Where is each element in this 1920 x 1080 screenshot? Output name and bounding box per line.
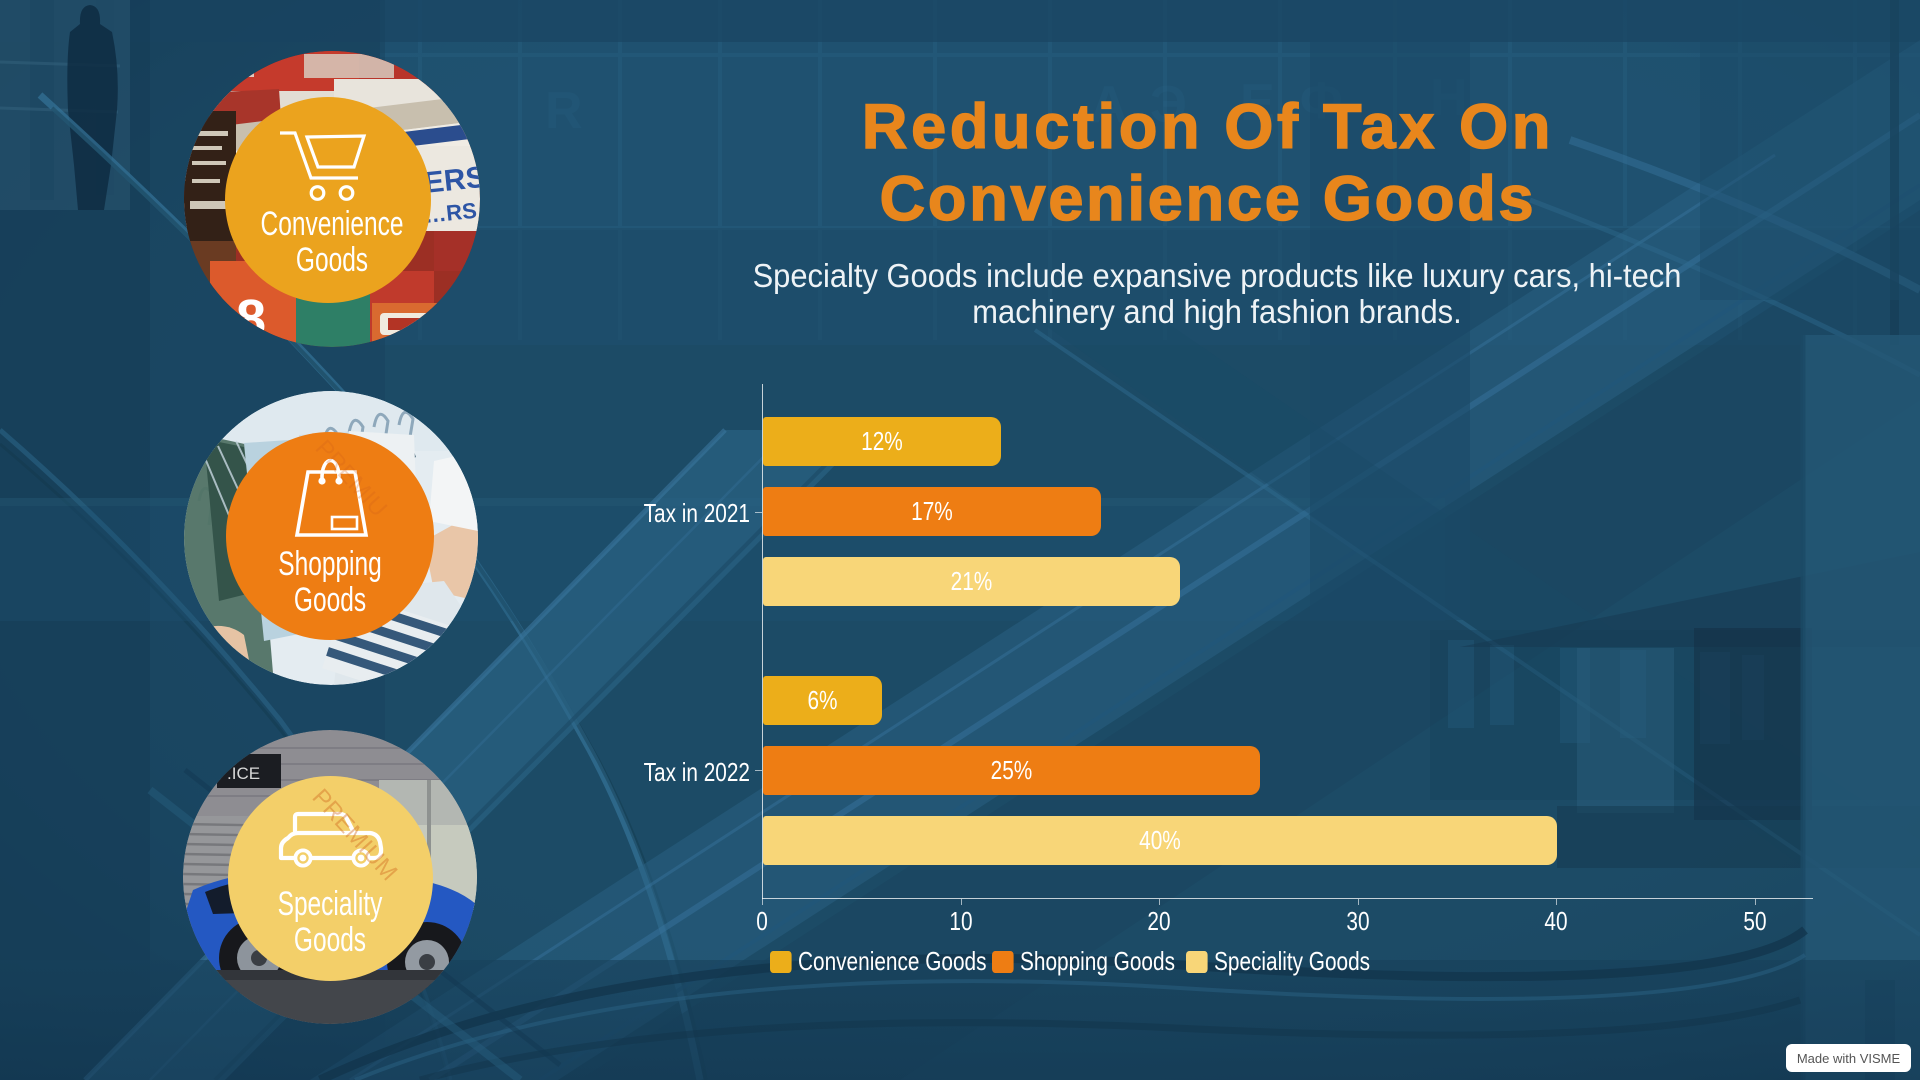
- svg-text:ERS: ERS: [422, 161, 480, 200]
- svg-text:.ICE: .ICE: [227, 764, 260, 783]
- svg-text:A: A: [1090, 76, 1128, 134]
- svg-text:R: R: [545, 82, 583, 140]
- svg-text:Ε: Ε: [1240, 74, 1275, 132]
- svg-text:…RS: …RS: [423, 198, 478, 228]
- svg-text:Э: Э: [1150, 76, 1187, 134]
